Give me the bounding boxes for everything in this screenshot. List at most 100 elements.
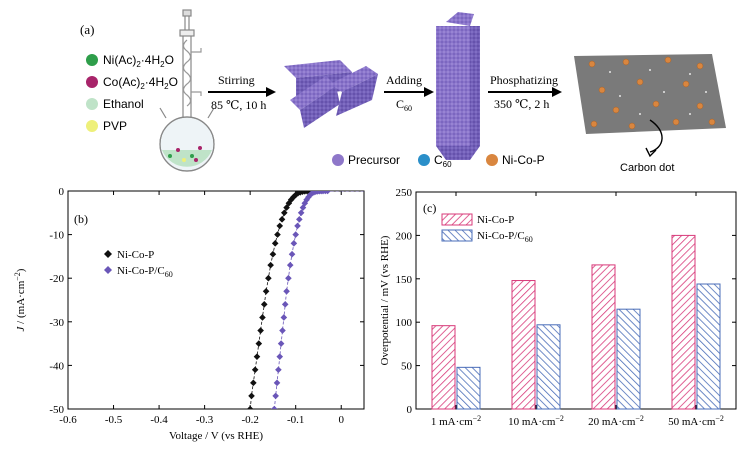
series-trace-line <box>249 191 364 409</box>
data-point <box>267 261 274 269</box>
category-label: 20 mA·cm−2 <box>588 414 644 428</box>
data-point <box>272 392 279 400</box>
svg-text:Phosphatizing: Phosphatizing <box>490 73 558 87</box>
scheme-legend-label: Precursor <box>348 153 400 167</box>
data-point <box>253 353 261 360</box>
series-markers <box>246 191 320 409</box>
data-point <box>283 287 290 295</box>
data-point <box>248 392 255 400</box>
x-tick-label: -0.1 <box>287 414 304 426</box>
reagent-label: Co(Ac)2·4H2O <box>103 75 178 91</box>
overpotential-bar-chart: 0 50 100 150 200 250 1 mA·cm−2 10 mA·cm−2 20 mA·… <box>379 187 737 428</box>
legend-label: Ni-Co-P <box>117 249 154 261</box>
scheme-legend-label: C60 <box>434 153 452 169</box>
bar <box>511 280 536 410</box>
data-point <box>278 216 286 223</box>
data-point <box>257 327 264 334</box>
data-point <box>290 193 297 201</box>
data-point <box>275 366 282 374</box>
data-point <box>280 314 288 321</box>
legend-dot-icon <box>332 154 344 166</box>
y-tick-label: -30 <box>49 317 64 329</box>
y-tick-label: -50 <box>49 404 64 416</box>
y-tick-label: -10 <box>49 230 64 242</box>
legend-dot-icon <box>418 154 430 166</box>
svg-text:85 ℃, 10 h: 85 ℃, 10 h <box>211 98 266 112</box>
reagent-dot-icon <box>86 54 98 66</box>
scheme-legend-item: C60 <box>418 153 452 169</box>
legend-item: Ni-Co-P/C60 <box>104 265 173 279</box>
category-label: 1 mA·cm−2 <box>431 414 481 428</box>
legend-label: Ni-Co-P/C60 <box>477 230 533 244</box>
data-point <box>251 366 259 374</box>
legend-marker-icon <box>104 266 112 274</box>
y-tick-label: -40 <box>49 360 64 372</box>
arrow-step-1: Stirring 85 ℃, 10 h <box>208 73 276 112</box>
y-tick-label: 150 <box>396 274 413 286</box>
x-tick-label: -0.2 <box>241 414 258 426</box>
panel-b-label: (b) <box>74 212 88 226</box>
legend-label: Ni-Co-P <box>477 214 514 226</box>
y-axis-label: Overpotential / mV (vs RHE) <box>379 235 391 365</box>
x-tick-label: -0.5 <box>105 414 123 426</box>
y-tick-label: -20 <box>49 273 64 285</box>
x-tick-label: -0.6 <box>59 414 77 426</box>
reagent-dot-icon <box>86 98 98 110</box>
carbon-sheet-icon <box>574 54 726 158</box>
data-point <box>276 353 284 360</box>
svg-text:Stirring: Stirring <box>218 73 255 87</box>
flask-apparatus-icon <box>159 9 215 172</box>
data-point <box>279 327 286 334</box>
arrow-step-2: Adding C60 <box>384 73 434 113</box>
reagent-list: Ni(Ac)2·4H2O Co(Ac)2·4H2O Ethanol PVP <box>86 53 178 133</box>
reagent-item: Co(Ac)2·4H2O <box>86 75 178 91</box>
svg-text:350 ℃, 2 h: 350 ℃, 2 h <box>494 97 549 111</box>
scheme-legend-item: Precursor <box>332 153 400 167</box>
y-tick-label: 0 <box>59 186 65 198</box>
reagent-dot-icon <box>86 76 98 88</box>
bar <box>591 264 616 410</box>
legend-item: Ni-Co-P/C60 <box>441 229 533 244</box>
data-point <box>305 193 312 201</box>
data-point <box>297 209 305 217</box>
data-point <box>265 274 272 282</box>
scheme-legend-label: Ni-Co-P <box>502 153 545 167</box>
scheme-legend: Precursor C60 Ni-Co-P <box>332 153 545 169</box>
arrow-step-3: Phosphatizing 350 ℃, 2 h <box>488 73 562 111</box>
legend-item: Ni-Co-P <box>441 213 514 226</box>
y-tick-label: 100 <box>396 317 413 329</box>
data-point <box>276 222 284 230</box>
precursor-crystals-icon <box>284 60 378 128</box>
legend-item: Ni-Co-P <box>104 249 154 261</box>
y-tick-label: 250 <box>396 187 413 199</box>
x-axis-label: Voltage / V (vs RHE) <box>169 430 263 442</box>
bar <box>616 308 641 410</box>
legend-label: Ni-Co-P/C60 <box>117 265 173 279</box>
data-point <box>281 301 289 308</box>
bar <box>456 366 481 410</box>
x-tick-label: -0.4 <box>150 414 168 426</box>
plot-frame <box>67 190 365 410</box>
legend-dot-icon <box>486 154 498 166</box>
data-point <box>259 314 266 321</box>
data-point <box>288 250 296 258</box>
bar <box>536 324 561 410</box>
data-point <box>290 240 298 247</box>
data-point <box>274 231 281 238</box>
x-tick-label: 0 <box>338 414 344 426</box>
reagent-dot-icon <box>86 120 98 132</box>
series-markers <box>270 191 331 409</box>
reagent-item: Ethanol <box>86 97 144 111</box>
bar <box>671 234 696 410</box>
scheme-legend-item: Ni-Co-P <box>486 153 545 167</box>
reagent-label: Ni(Ac)2·4H2O <box>103 53 174 69</box>
plot-frame <box>415 191 737 410</box>
carbon-dot-label: Carbon dot <box>620 162 674 174</box>
data-point <box>260 301 268 308</box>
legend-swatch-icon <box>441 229 473 242</box>
data-point <box>287 196 295 204</box>
x-tick-label: -0.3 <box>196 414 214 426</box>
data-point <box>324 191 331 195</box>
data-point <box>269 250 277 258</box>
category-label: 10 mA·cm−2 <box>508 414 564 428</box>
